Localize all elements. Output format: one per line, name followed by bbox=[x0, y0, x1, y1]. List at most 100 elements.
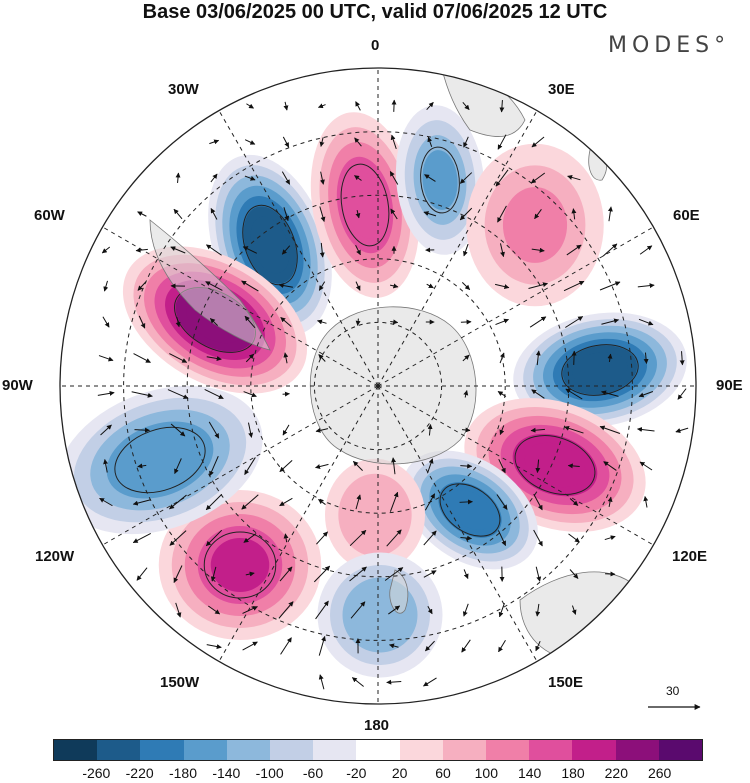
wind-vector bbox=[354, 137, 362, 147]
wind-vector bbox=[349, 529, 367, 547]
wind-vector bbox=[391, 457, 397, 475]
wind-vector bbox=[279, 459, 293, 473]
wind-vector bbox=[355, 494, 362, 510]
map-title: Base 03/06/2025 00 UTC, valid 07/06/2025… bbox=[142, 1, 608, 23]
wind-vector bbox=[607, 206, 613, 222]
wind-vector bbox=[318, 674, 325, 690]
colorbar-swatch bbox=[356, 740, 400, 760]
colorbar-swatch bbox=[313, 740, 357, 760]
wind-vector bbox=[97, 390, 115, 396]
wind-vector bbox=[205, 493, 223, 511]
wind-vector bbox=[462, 603, 469, 617]
wind-vector bbox=[283, 207, 290, 222]
lon-label-0: 0 bbox=[371, 37, 380, 54]
lon-label-180: 180 bbox=[364, 717, 390, 734]
wind-vector bbox=[423, 677, 437, 687]
wind-vector bbox=[131, 391, 153, 398]
wind-vector bbox=[497, 530, 507, 547]
wind-vector bbox=[565, 316, 584, 328]
colorbar-tick-label: 220 bbox=[604, 765, 629, 781]
wind-vector bbox=[535, 459, 541, 473]
wind-vector bbox=[316, 531, 328, 545]
wind-vector bbox=[569, 498, 579, 506]
wind-vector bbox=[246, 103, 255, 109]
colorbar-tick-label: -20 bbox=[346, 765, 367, 781]
wind-vector bbox=[279, 566, 293, 582]
wind-vector bbox=[170, 246, 186, 254]
wind-vector bbox=[531, 136, 545, 148]
wind-vector bbox=[643, 496, 649, 508]
wind-vector bbox=[205, 244, 222, 256]
wind-vector bbox=[602, 243, 618, 257]
lon-label-30e: 30E bbox=[548, 81, 575, 98]
wind-vector bbox=[426, 283, 434, 289]
negative-anomaly bbox=[317, 552, 443, 678]
lon-label-90w: 90W bbox=[2, 377, 33, 394]
wind-vector bbox=[132, 499, 151, 506]
wind-vector bbox=[463, 569, 469, 580]
wind-vector bbox=[567, 463, 580, 469]
wind-vector bbox=[639, 245, 653, 255]
wind-vector bbox=[319, 171, 325, 185]
colorbar-tick-label: -140 bbox=[212, 765, 241, 781]
wind-vector bbox=[461, 282, 471, 290]
wind-vector bbox=[245, 571, 255, 577]
wind-vector bbox=[175, 602, 182, 618]
colorbar-tick-label: -260 bbox=[82, 765, 111, 781]
wind-vector bbox=[499, 243, 505, 258]
wind-vector bbox=[136, 567, 148, 581]
wind-vector bbox=[137, 211, 147, 217]
colorbar-swatch bbox=[399, 740, 443, 760]
meridian-line bbox=[218, 110, 379, 387]
lon-label-30w: 30W bbox=[168, 81, 199, 98]
wind-vector bbox=[319, 137, 325, 147]
meridian-line bbox=[377, 110, 538, 387]
wind-vector bbox=[210, 173, 218, 183]
lon-label-150e: 150E bbox=[548, 674, 584, 691]
wind-vector bbox=[355, 101, 361, 111]
wind-vector bbox=[494, 283, 510, 290]
wind-vector bbox=[389, 171, 399, 185]
wind-vector bbox=[534, 208, 542, 220]
wind-vector bbox=[169, 353, 188, 363]
wind-vector bbox=[210, 208, 218, 220]
wind-vector bbox=[599, 425, 621, 434]
wind-vector bbox=[319, 206, 326, 223]
wind-vector bbox=[563, 280, 585, 292]
wind-vector bbox=[607, 353, 613, 363]
wind-vector bbox=[386, 529, 402, 547]
colorbar-tick-label: 20 bbox=[391, 765, 408, 781]
wind-vector bbox=[499, 425, 505, 436]
wind-vector bbox=[675, 427, 689, 433]
wind-vector bbox=[315, 600, 329, 620]
lon-label-120e: 120E bbox=[672, 548, 708, 565]
wind-vector bbox=[282, 136, 290, 148]
wind-vector bbox=[390, 134, 397, 150]
wind-vector bbox=[170, 423, 186, 437]
wind-vector bbox=[571, 605, 577, 615]
colorbar-swatch bbox=[572, 740, 616, 760]
wind-vector bbox=[497, 391, 507, 397]
wind-vector bbox=[169, 530, 187, 546]
colorbar-tick-label: 60 bbox=[435, 765, 451, 781]
wind-vector bbox=[531, 389, 545, 399]
meridian-line bbox=[102, 226, 379, 387]
colorbar-swatch bbox=[442, 740, 487, 760]
wind-vector bbox=[498, 603, 505, 618]
negative-anomaly bbox=[395, 105, 485, 255]
wind-vector bbox=[318, 281, 326, 291]
wind-vector bbox=[355, 281, 361, 291]
wind-vector bbox=[247, 422, 254, 438]
colorbar-tick-label: 180 bbox=[561, 765, 585, 781]
antarctica bbox=[309, 306, 477, 465]
wind-vector bbox=[638, 318, 654, 326]
wind-vector bbox=[349, 566, 367, 582]
wind-vector bbox=[101, 246, 111, 254]
wind-vector bbox=[427, 605, 433, 615]
wind-vector bbox=[389, 283, 399, 289]
wind-vector bbox=[208, 605, 221, 615]
meridian-line bbox=[102, 385, 379, 546]
wind-vector bbox=[571, 208, 577, 220]
wind-vector bbox=[531, 247, 545, 253]
